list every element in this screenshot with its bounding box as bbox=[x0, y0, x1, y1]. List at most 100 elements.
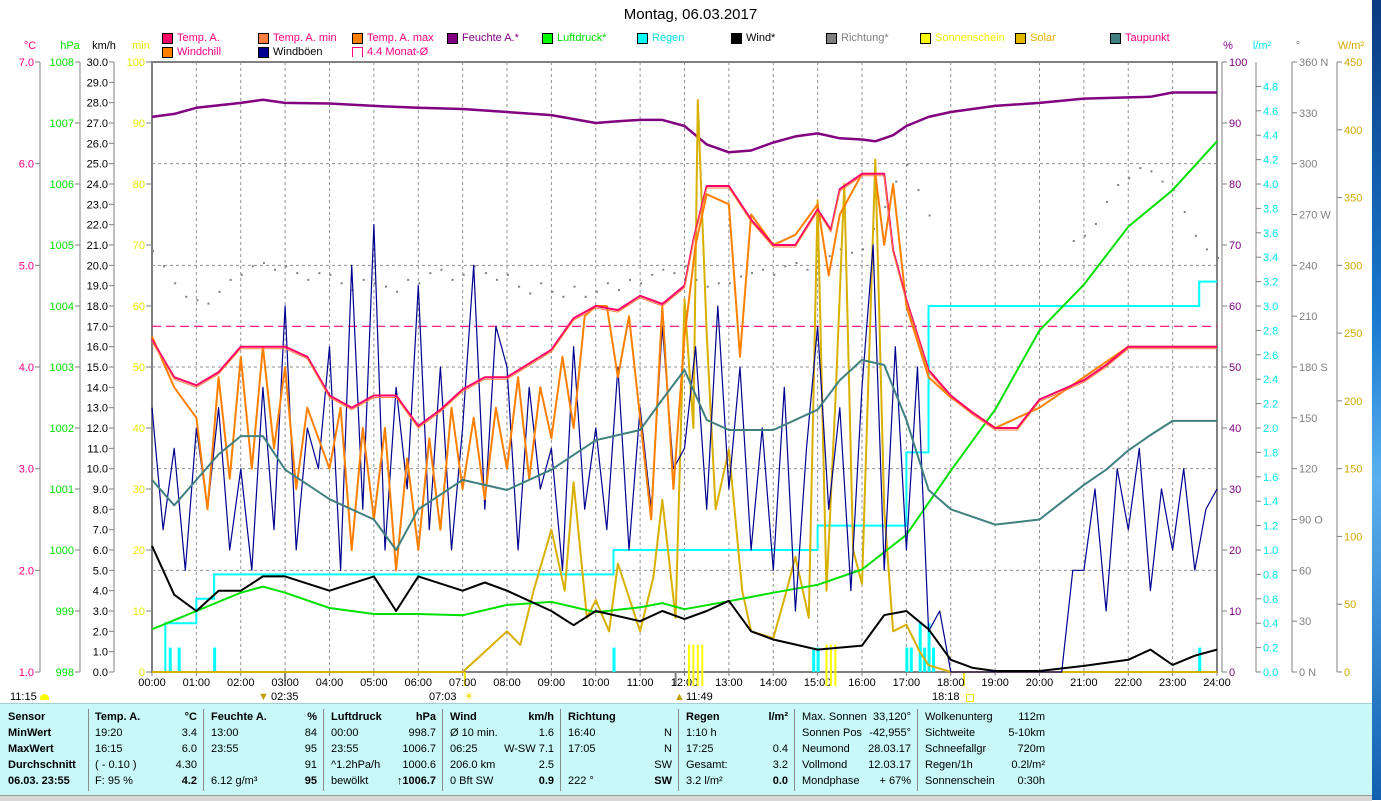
legend-swatch bbox=[1015, 32, 1026, 44]
axis-label-wind: 16.0 bbox=[87, 342, 108, 354]
x-tick-label: 09:00 bbox=[538, 677, 566, 689]
table-row: Regen/1h 0.2l/m² bbox=[921, 757, 1051, 773]
series-solar bbox=[152, 99, 1217, 673]
axis-label-press: 1004 bbox=[50, 301, 74, 313]
axis-label-wind: 19.0 bbox=[87, 281, 108, 293]
direction-point bbox=[584, 295, 587, 298]
axis-label-solar: 250 bbox=[1344, 328, 1362, 340]
x-tick-label: 16:00 bbox=[848, 677, 876, 689]
cell-label: Sonnenschein bbox=[925, 775, 995, 787]
cell-label: ^1.2hPa/h bbox=[331, 759, 381, 771]
cell-value: 2.5 bbox=[538, 759, 554, 771]
rain-bar bbox=[909, 647, 913, 672]
legend-swatch bbox=[826, 32, 837, 44]
direction-point bbox=[773, 273, 776, 276]
axis-label-rain: 0.8 bbox=[1263, 569, 1278, 581]
axis-label-rain: 2.0 bbox=[1263, 423, 1278, 435]
cell-label: Max. Sonnen bbox=[802, 711, 867, 723]
series-wind- bbox=[151, 545, 1218, 672]
direction-point bbox=[884, 206, 887, 209]
axis-label-sun: 70 bbox=[133, 240, 145, 252]
axis-label-rain: 4.0 bbox=[1263, 179, 1278, 191]
legend-swatch bbox=[258, 32, 269, 44]
sunrise-icon: ☀ bbox=[464, 691, 474, 703]
direction-point bbox=[462, 273, 465, 276]
x-tick-label: 15:00 bbox=[804, 677, 832, 689]
weather-chart: 00:00 01:00 02:00 03:00 04:00 05:00 06:00 07:00… bbox=[19, 40, 1365, 689]
axis-label-solar: 350 bbox=[1344, 193, 1362, 205]
axis-label-solar: 200 bbox=[1344, 396, 1362, 408]
axis-label-hum: 90 bbox=[1229, 118, 1241, 130]
status-bar bbox=[0, 795, 1372, 801]
axis-label-hum: 20 bbox=[1229, 545, 1241, 557]
legend-item: Temp. A. max bbox=[352, 32, 434, 44]
rain-bar bbox=[1198, 647, 1202, 672]
axis-unit-temp: °C bbox=[24, 40, 36, 52]
x-tick-label: 07:00 bbox=[449, 677, 477, 689]
sunshine-bar bbox=[696, 644, 699, 686]
cell-label: 17:05 bbox=[568, 743, 596, 755]
sunshine-bar bbox=[834, 644, 837, 686]
axis-label-wind: 14.0 bbox=[87, 382, 108, 394]
table-row: 17:05 N bbox=[564, 741, 678, 757]
cell-label: 6.12 g/m³ bbox=[211, 775, 258, 787]
cell-value: l/m² bbox=[768, 711, 788, 723]
cell-value: 112m bbox=[1018, 711, 1045, 723]
direction-point bbox=[185, 295, 188, 298]
table-row: 16:15 6.0 bbox=[91, 741, 203, 757]
legend-label: Windböen bbox=[273, 46, 323, 58]
axis-label-wind: 27.0 bbox=[87, 118, 108, 130]
cell-label: Regen bbox=[686, 711, 720, 723]
cell-value: SW bbox=[654, 775, 672, 787]
direction-point bbox=[396, 290, 399, 293]
axis-label-hum: 10 bbox=[1229, 606, 1241, 618]
axis-label-temp: 1.0 bbox=[19, 667, 34, 679]
column-header: Richtung bbox=[564, 709, 678, 725]
table-row: 23:55 1006.7 bbox=[327, 741, 442, 757]
direction-point bbox=[196, 299, 199, 302]
direction-point bbox=[240, 273, 243, 276]
moonrise-time: 02:35 bbox=[271, 691, 299, 703]
rain-bar bbox=[177, 647, 181, 672]
x-tick-label: 20:00 bbox=[1026, 677, 1054, 689]
legend-item: Feuchte A.* bbox=[447, 32, 519, 44]
x-tick-label: 24:00 bbox=[1203, 677, 1231, 689]
direction-point bbox=[495, 278, 498, 281]
axis-label-rain: 2.2 bbox=[1263, 399, 1278, 411]
series-windchill bbox=[151, 172, 1217, 572]
cell-label: Ø 10 min. bbox=[450, 727, 498, 739]
row-label: Durchschnitt bbox=[8, 759, 76, 771]
rain-bar bbox=[612, 647, 616, 672]
table-row: 17:25 0.4 bbox=[682, 741, 794, 757]
cell-value: 95 bbox=[304, 743, 317, 755]
direction-point bbox=[484, 272, 487, 275]
direction-point bbox=[373, 282, 376, 285]
axis-label-dir: 300 bbox=[1299, 159, 1317, 171]
direction-point bbox=[418, 282, 421, 285]
cell-label: Sichtweite bbox=[925, 727, 976, 739]
cell-label: Regen/1h bbox=[925, 759, 973, 771]
rain-bar bbox=[932, 647, 935, 672]
cell-value: 720m bbox=[1017, 743, 1045, 755]
cell-label: F: 95 % bbox=[95, 775, 133, 787]
axis-label-rain: 4.4 bbox=[1263, 130, 1278, 142]
cell-label: 0 Bft SW bbox=[450, 775, 494, 787]
axis-label-solar: 150 bbox=[1344, 464, 1362, 476]
legend-item: Sonnenschein bbox=[920, 32, 1005, 44]
axis-label-wind: 28.0 bbox=[87, 98, 108, 110]
x-tick-label: 21:00 bbox=[1070, 677, 1098, 689]
legend-label: Temp. A. bbox=[177, 32, 220, 44]
column-header: Temp. A. °C bbox=[91, 709, 203, 725]
axis-label-sun: 80 bbox=[133, 179, 145, 191]
direction-point bbox=[706, 285, 709, 288]
cell-value: + 67% bbox=[879, 775, 912, 787]
cell-value: 1006.7 bbox=[402, 743, 436, 755]
direction-point bbox=[662, 268, 665, 271]
direction-point bbox=[928, 214, 931, 217]
legend-swatch bbox=[352, 47, 363, 57]
cell-label: Richtung bbox=[568, 711, 616, 723]
rain-total-line bbox=[152, 280, 1217, 673]
direction-point bbox=[795, 261, 798, 264]
table-row: SW bbox=[564, 757, 678, 773]
cell-label: 16:40 bbox=[568, 727, 596, 739]
